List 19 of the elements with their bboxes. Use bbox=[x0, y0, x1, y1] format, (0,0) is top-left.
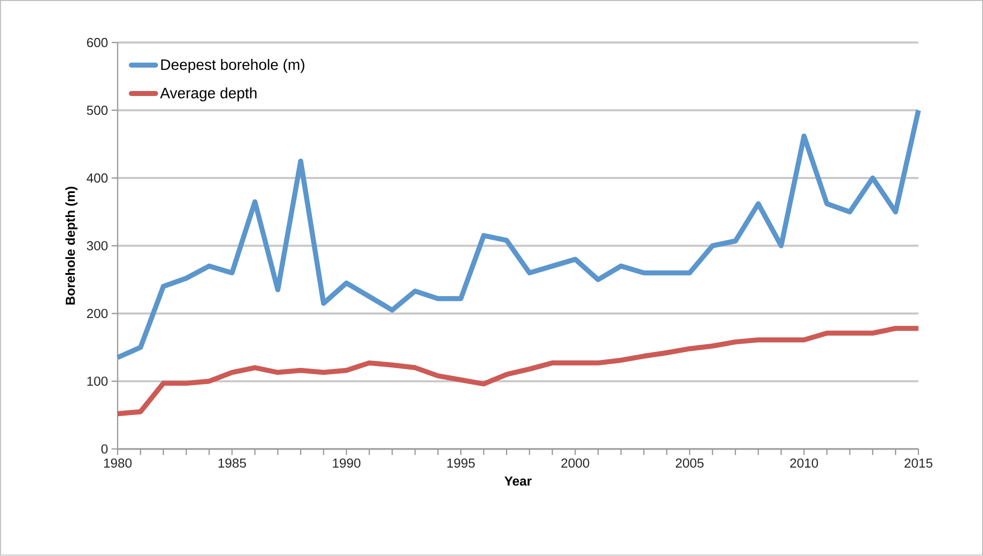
legend-label: Deepest borehole (m) bbox=[161, 59, 304, 74]
x-tick-label: 2000 bbox=[561, 458, 590, 468]
y-tick-label: 0 bbox=[101, 444, 108, 454]
x-tick-label: 1985 bbox=[218, 458, 246, 468]
x-tick-label: 1990 bbox=[332, 458, 360, 468]
y-axis-title: Borehole depth (m) bbox=[65, 186, 78, 305]
x-tick-label: 1995 bbox=[447, 458, 475, 468]
y-tick-label: 100 bbox=[87, 376, 108, 386]
y-tick-label: 300 bbox=[86, 241, 108, 251]
y-tick-label: 600 bbox=[87, 38, 108, 48]
x-tick-label: 2005 bbox=[676, 458, 704, 468]
y-tick-label: 200 bbox=[87, 309, 108, 318]
y-tick-label: 500 bbox=[86, 106, 108, 116]
x-tick-label: 2015 bbox=[904, 458, 932, 468]
x-tick-label: 1980 bbox=[104, 458, 132, 468]
legend-label: Average depth bbox=[160, 88, 256, 102]
x-axis-title: Year bbox=[504, 476, 532, 486]
y-tick-label: 400 bbox=[86, 174, 108, 183]
x-tick-label: 2010 bbox=[790, 458, 818, 468]
